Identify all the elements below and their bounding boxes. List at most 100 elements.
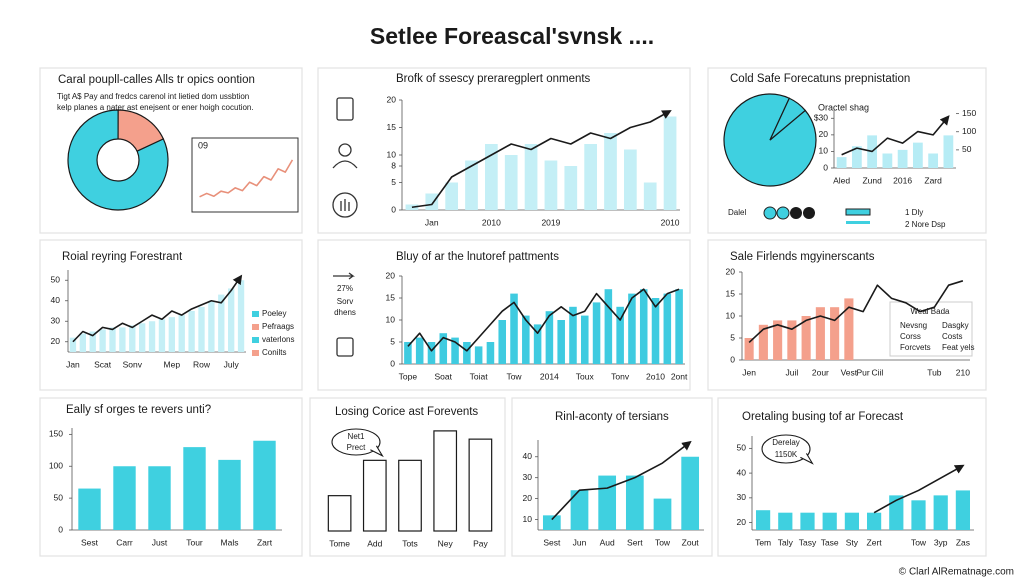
chart-title: Sale Firlends mgyinerscants <box>730 251 875 263</box>
x-tick-label: Tase <box>821 537 839 547</box>
legend-swatch <box>252 337 259 343</box>
x-tick-label: 3yp <box>934 537 948 547</box>
legend-label: vaterlons <box>262 335 294 344</box>
note: Forcvets <box>900 343 931 352</box>
panel <box>39 67 303 234</box>
bar <box>844 298 854 360</box>
x-tick-label: Pur <box>857 367 870 377</box>
bar <box>800 512 815 530</box>
y-tick-label: 20 <box>819 129 829 139</box>
chart-title: Caral poupll-calles Alls tr opics oontio… <box>58 74 255 86</box>
bar <box>801 316 811 360</box>
annotation: Oractel shag <box>818 102 869 112</box>
note: Derelay <box>772 438 800 447</box>
pie-slice <box>769 97 807 141</box>
y-tick-label: 10 <box>386 314 396 324</box>
y-tick-label: 0 <box>58 524 63 534</box>
legend-label: Conilts <box>262 348 286 357</box>
line <box>551 440 692 521</box>
y-tick-label: 5 <box>730 332 735 342</box>
y-tick-label: 10 <box>387 149 397 159</box>
note: Weal Bada <box>911 307 951 316</box>
bar <box>425 193 439 210</box>
x-tick-label: Zard <box>924 175 942 185</box>
x-tick-label: Pay <box>473 538 488 548</box>
legend-swatches <box>763 206 871 224</box>
x-tick-label: Vest <box>841 367 858 377</box>
chart-title: Cold Safe Forecatuns prepnistation <box>730 73 910 85</box>
swatch <box>846 221 870 224</box>
bar <box>533 324 542 364</box>
bar <box>99 329 106 352</box>
panel <box>717 397 987 557</box>
y-tick-label: 5 <box>391 177 396 187</box>
x-tick-label: Just <box>152 537 168 547</box>
bar <box>758 324 768 360</box>
annotation: 09 <box>198 140 208 150</box>
x-tick-label: Ney <box>438 538 454 548</box>
bar <box>465 160 478 210</box>
x-tick-label: Tour <box>186 537 203 547</box>
bar <box>498 320 507 364</box>
bar <box>542 515 561 530</box>
bar <box>564 166 578 210</box>
bar <box>113 466 136 530</box>
bar <box>69 337 77 352</box>
bar <box>89 331 96 352</box>
bar <box>822 512 837 530</box>
x-tick-label: Tow <box>911 537 927 547</box>
bar <box>427 342 436 364</box>
y-tick-label: 50 <box>962 144 972 154</box>
x-tick-label: Aled <box>833 175 850 185</box>
bar <box>830 307 840 360</box>
x-tick-label: Add <box>367 538 382 548</box>
y-tick-label: 150 <box>962 108 976 118</box>
inset-frame <box>191 137 299 213</box>
bar <box>398 459 422 532</box>
chart-title: Rinl-aconty of tersians <box>555 411 669 423</box>
x-tick-label: Tow <box>506 371 522 381</box>
x-tick-label: 210 <box>956 367 970 377</box>
bar <box>79 333 86 352</box>
chart-title: Roial reyring Forestrant <box>62 251 183 263</box>
note: Dalel <box>728 208 746 217</box>
bar <box>744 338 754 360</box>
x-tick-label: Tots <box>402 538 418 548</box>
note: 2 Nore Dsp <box>905 220 946 229</box>
bar <box>415 337 424 364</box>
bar <box>943 135 954 168</box>
x-tick-label: 2010 <box>482 217 501 227</box>
line <box>407 288 680 352</box>
bar <box>955 490 971 530</box>
y-tick-label: 40 <box>737 467 747 477</box>
bar <box>584 144 597 210</box>
x-tick-label: 2016 <box>893 175 912 185</box>
x-tick-label: Tem <box>755 537 771 547</box>
icon <box>340 199 350 211</box>
x-tick-label: Zert <box>867 537 883 547</box>
y-tick-label: 15 <box>386 292 396 302</box>
y-tick-label: 8 <box>391 160 396 170</box>
bar <box>183 447 206 530</box>
y-tick-label: 150 <box>49 429 63 439</box>
x-tick-label: Tope <box>399 371 418 381</box>
bar <box>188 311 195 352</box>
bar <box>651 298 660 364</box>
chart-title: Losing Corice ast Forevents <box>335 406 478 418</box>
bar <box>445 182 458 210</box>
bar <box>78 488 101 530</box>
bar <box>933 495 948 530</box>
bar <box>522 315 530 364</box>
bubble-tail <box>800 453 814 465</box>
y-tick-label: 20 <box>51 336 61 346</box>
bar <box>897 149 908 168</box>
x-tick-label: July <box>224 359 240 369</box>
bar <box>604 133 617 210</box>
x-tick-label: Ciil <box>871 367 883 377</box>
y-tick-label: $30 <box>814 113 828 123</box>
legend-label: Pefraags <box>262 322 294 331</box>
x-tick-label: Toiat <box>470 371 489 381</box>
x-tick-label: Tasy <box>799 537 817 547</box>
icon <box>332 192 358 218</box>
